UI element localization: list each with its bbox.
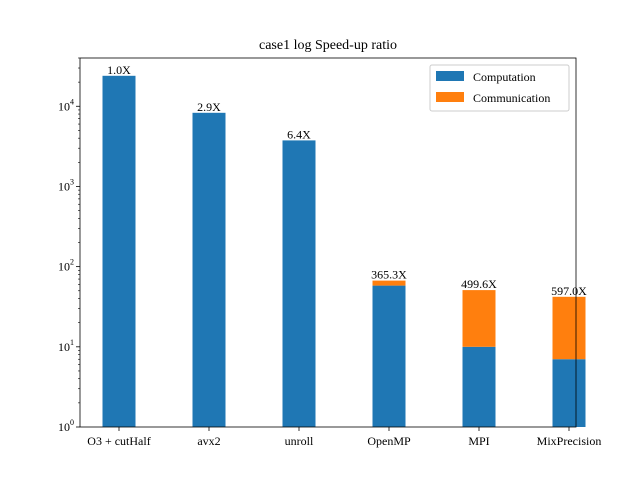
y-tick-label-0: 100 (58, 418, 74, 434)
bar-value-label-4: 499.6X (461, 277, 497, 291)
bar-computation-0 (102, 75, 136, 428)
bar-communication-4 (462, 290, 496, 347)
y-tick-label-3: 103 (58, 177, 74, 193)
legend-box (429, 64, 570, 112)
legend-label-communication: Communication (473, 91, 550, 105)
bar-value-label-5: 597.0X (551, 284, 587, 298)
legend-swatch-communication (436, 92, 464, 102)
bar-value-label-3: 365.3X (371, 268, 407, 282)
x-tick-label-4: MPI (468, 434, 489, 448)
bars-layer (102, 75, 586, 428)
bar-communication-3 (372, 280, 406, 286)
bar-computation-5 (552, 359, 586, 427)
chart-title: case1 log Speed-up ratio (259, 38, 397, 53)
bar-value-label-2: 6.4X (287, 127, 311, 141)
bar-labels-layer: 1.0X 2.9X 6.4X 365.3X 499.6X 597.0X (107, 63, 587, 298)
bar-computation-3 (372, 285, 406, 427)
bar-communication-5 (552, 296, 586, 360)
y-tick-label-2: 102 (58, 258, 74, 274)
bar-value-label-0: 1.0X (107, 63, 131, 77)
x-tick-label-2: unroll (285, 434, 314, 448)
bar-value-label-1: 2.9X (197, 100, 221, 114)
bar-computation-4 (462, 346, 496, 427)
legend-label-computation: Computation (473, 70, 536, 84)
axes-layer: O3 + cutHalf avx2 unroll OpenMP MPI MixPrecis… (58, 57, 602, 448)
y-tick-label-1: 101 (58, 338, 74, 354)
legend-swatch-computation (436, 71, 464, 81)
plot-frame (79, 57, 577, 428)
x-tick-label-0: O3 + cutHalf (87, 434, 150, 448)
x-tick-label-3: OpenMP (367, 434, 411, 448)
x-tick-label-1: avx2 (197, 434, 220, 448)
bar-computation-2 (282, 140, 316, 427)
x-tick-label-5: MixPrecision (537, 434, 602, 448)
y-tick-label-4: 104 (58, 97, 74, 113)
legend: Computation Communication (429, 64, 570, 112)
bar-computation-1 (192, 112, 226, 428)
